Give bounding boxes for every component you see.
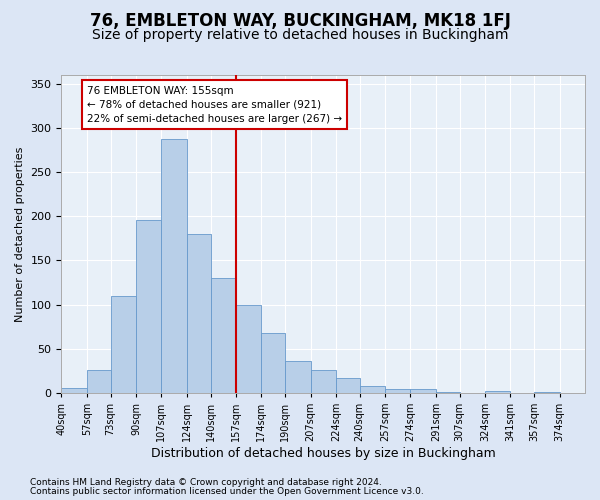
Text: 76 EMBLETON WAY: 155sqm
← 78% of detached houses are smaller (921)
22% of semi-d: 76 EMBLETON WAY: 155sqm ← 78% of detache… — [87, 86, 342, 124]
Bar — [285, 361, 311, 393]
Bar — [236, 304, 261, 393]
Bar — [360, 386, 385, 393]
Bar — [136, 220, 161, 393]
Text: Contains HM Land Registry data © Crown copyright and database right 2024.: Contains HM Land Registry data © Crown c… — [30, 478, 382, 487]
Bar — [87, 370, 110, 393]
Text: 76, EMBLETON WAY, BUCKINGHAM, MK18 1FJ: 76, EMBLETON WAY, BUCKINGHAM, MK18 1FJ — [89, 12, 511, 30]
Bar — [336, 378, 360, 393]
Text: Size of property relative to detached houses in Buckingham: Size of property relative to detached ho… — [92, 28, 508, 42]
Bar — [110, 296, 136, 393]
Bar — [311, 370, 336, 393]
Bar — [485, 391, 511, 393]
Bar — [534, 392, 560, 393]
Bar — [261, 333, 285, 393]
Text: Contains public sector information licensed under the Open Government Licence v3: Contains public sector information licen… — [30, 487, 424, 496]
Bar — [61, 388, 87, 393]
X-axis label: Distribution of detached houses by size in Buckingham: Distribution of detached houses by size … — [151, 447, 496, 460]
Bar — [211, 278, 236, 393]
Bar — [385, 388, 410, 393]
Y-axis label: Number of detached properties: Number of detached properties — [15, 146, 25, 322]
Bar — [436, 392, 460, 393]
Bar — [161, 138, 187, 393]
Bar — [410, 390, 436, 393]
Bar — [187, 234, 211, 393]
